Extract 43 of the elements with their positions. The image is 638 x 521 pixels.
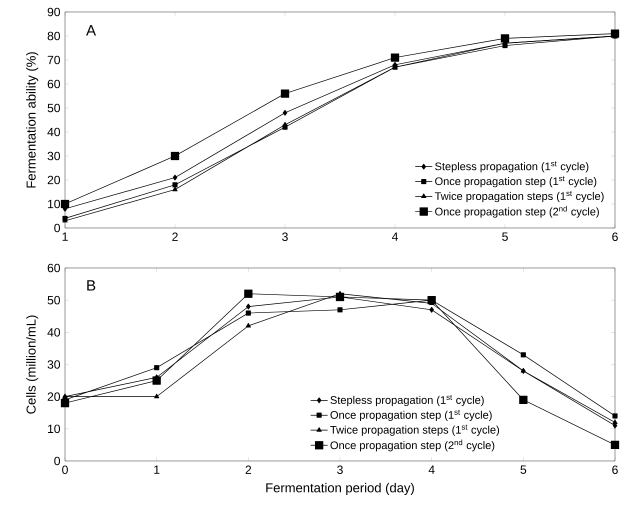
legend-label: Stepless propagation (1$^{st}$ cycle): [435, 161, 588, 172]
annotation: A: [86, 25, 96, 36]
x-tick-label: 1: [62, 232, 68, 241]
y-axis-title: Fermentation ability (%): [26, 52, 38, 188]
y-axis-title: Cells (million/mL): [26, 315, 38, 414]
legend-label: Once propagation step (2$^{nd}$ cycle): [330, 440, 494, 452]
legend-label: Twice propagation steps (1$^{st}$ cycle): [330, 424, 500, 436]
legend-label: Once propagation step (1$^{st}$ cycle): [435, 176, 596, 188]
y-tick-label: 30: [48, 152, 60, 160]
x-tick-label: 2: [172, 232, 178, 241]
y-tick-label: 60: [48, 264, 60, 272]
y-tick-label: 50: [48, 104, 60, 112]
x-tick-label: 0: [62, 466, 68, 474]
x-axis-title: Fermentation period (day): [266, 482, 414, 495]
x-tick-label: 6: [612, 466, 618, 474]
y-tick-label: 20: [48, 392, 60, 401]
y-tick-label: 20: [48, 176, 60, 184]
y-tick-label: 30: [48, 360, 60, 369]
x-tick-label: 2: [246, 466, 252, 474]
x-tick-label: 5: [502, 232, 508, 241]
x-tick-label: 5: [520, 466, 526, 474]
y-tick-label: 10: [48, 200, 60, 208]
x-tick-label: 3: [337, 466, 343, 474]
y-tick-label: 60: [48, 80, 60, 88]
y-tick-label: 70: [48, 56, 60, 64]
legend-label: Once propagation step (2$^{nd}$ cycle): [435, 206, 599, 218]
x-tick-label: 3: [282, 232, 288, 242]
y-tick-label: 90: [48, 8, 60, 16]
y-tick-label: 0: [54, 456, 60, 466]
annotation: B: [87, 280, 96, 291]
y-tick-label: 40: [47, 328, 60, 337]
x-tick-label: 4: [392, 232, 398, 241]
y-tick-label: 40: [47, 128, 60, 136]
y-tick-label: 10: [48, 424, 60, 434]
y-tick-label: 80: [48, 32, 60, 40]
x-tick-label: 1: [154, 466, 160, 474]
legend-label: Twice propagation steps (1$^{st}$ cycle): [434, 190, 604, 202]
legend-label: Once propagation step (1$^{st}$ cycle): [330, 410, 492, 421]
x-tick-label: 4: [428, 466, 435, 474]
y-tick-label: 0: [54, 224, 60, 232]
x-tick-label: 6: [612, 232, 618, 242]
y-tick-label: 50: [48, 296, 60, 304]
legend-label: Stepless propagation (1$^{st}$ cycle): [330, 394, 484, 406]
